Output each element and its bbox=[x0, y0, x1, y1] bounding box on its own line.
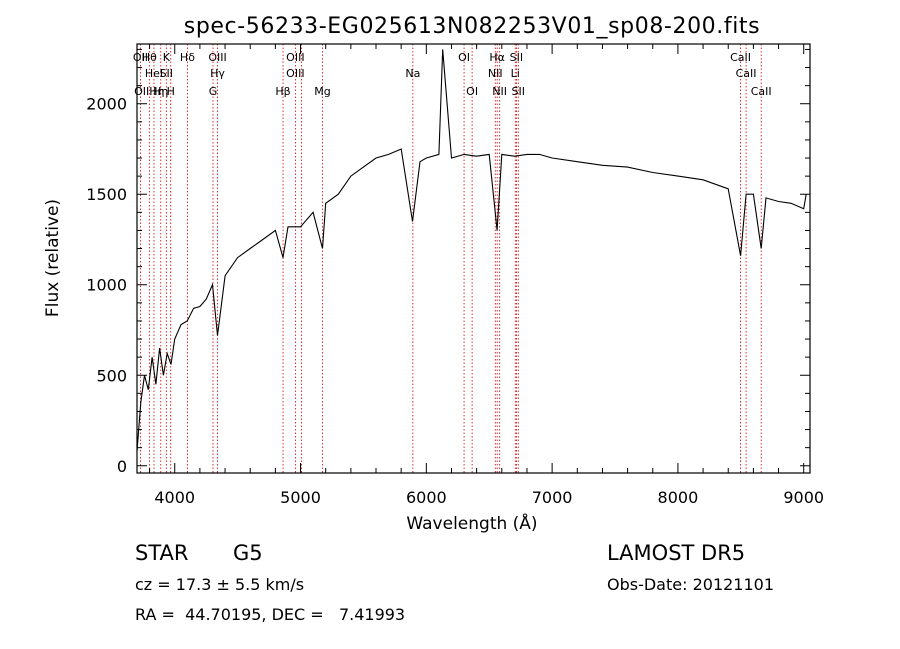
line-label: CaII bbox=[730, 51, 751, 64]
obs-date: Obs-Date: 20121101 bbox=[607, 575, 775, 594]
x-tick-label: 6000 bbox=[406, 488, 447, 507]
emission-line-markers bbox=[139, 44, 762, 473]
line-label: OI bbox=[466, 85, 478, 98]
line-label: OIII bbox=[208, 51, 226, 64]
redshift-text: cz = 17.3 ± 5.5 km/s bbox=[135, 575, 305, 594]
line-label: Hη bbox=[153, 85, 168, 98]
coordinates: RA = 44.70195, DEC = 7.41993 bbox=[135, 605, 406, 624]
line-label: Na bbox=[405, 67, 420, 80]
x-tick-label: 8000 bbox=[658, 488, 699, 507]
x-axis-ticks: 4000 5000 6000 7000 8000 9000 bbox=[149, 44, 824, 507]
object-class: STAR bbox=[135, 541, 189, 565]
y-tick-label: 2000 bbox=[86, 95, 127, 114]
line-label: Hθ bbox=[142, 51, 157, 64]
line-label: OI bbox=[458, 51, 470, 64]
x-tick-label: 9000 bbox=[783, 488, 824, 507]
line-label: Hα bbox=[489, 51, 505, 64]
line-label: K bbox=[163, 51, 171, 64]
x-tick-label: 4000 bbox=[154, 488, 195, 507]
line-label: NII bbox=[492, 85, 507, 98]
line-label: OIII bbox=[286, 51, 304, 64]
chart-title: spec-56233-EG025613N082253V01_sp08-200.f… bbox=[184, 14, 760, 39]
line-label: OIII bbox=[286, 67, 304, 80]
x-tick-label: 5000 bbox=[280, 488, 321, 507]
line-label: Hγ bbox=[210, 67, 225, 80]
plot-frame bbox=[136, 43, 811, 474]
x-axis-label: Wavelength (Å) bbox=[406, 512, 537, 534]
x-tick-label: 7000 bbox=[532, 488, 573, 507]
line-label: SII bbox=[512, 85, 525, 98]
line-label: CaII bbox=[751, 85, 772, 98]
line-label: OIIHη bbox=[134, 85, 164, 98]
line-label: H bbox=[167, 85, 175, 98]
y-tick-label: 500 bbox=[96, 366, 127, 385]
line-label: SII bbox=[510, 51, 523, 64]
line-label: Li bbox=[511, 67, 520, 80]
survey-name: LAMOST DR5 bbox=[607, 541, 746, 565]
line-label: G bbox=[209, 85, 218, 98]
y-axis-ticks: 0 500 1000 1500 2000 bbox=[86, 48, 810, 476]
line-label: NII bbox=[488, 67, 503, 80]
y-axis-label: Flux (relative) bbox=[43, 199, 63, 317]
y-tick-label: 1500 bbox=[86, 185, 127, 204]
line-label: Hβ bbox=[275, 85, 290, 98]
y-tick-label: 0 bbox=[117, 457, 127, 476]
line-label: SII bbox=[160, 67, 173, 80]
y-tick-label: 1000 bbox=[86, 276, 127, 295]
spectrum-chart: spec-56233-EG025613N082253V01_sp08-200.f… bbox=[43, 14, 824, 534]
spectrum-line bbox=[136, 49, 807, 452]
subclass: G5 bbox=[233, 541, 263, 565]
line-label: Mg bbox=[314, 85, 330, 98]
line-label: HeI bbox=[145, 67, 163, 80]
emission-line-labels: OIIHθOIIHηHeIHηKSIIHHδGOIIIHγHβOIIIOIIIM… bbox=[133, 51, 772, 98]
line-label: CaII bbox=[736, 67, 757, 80]
line-label: Hδ bbox=[180, 51, 195, 64]
